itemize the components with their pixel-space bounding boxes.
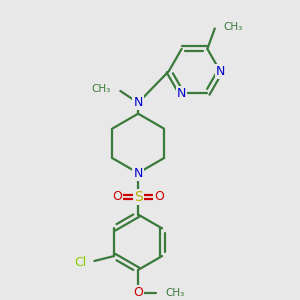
Text: S: S <box>134 190 142 204</box>
Text: N: N <box>177 87 186 100</box>
Text: N: N <box>215 65 225 78</box>
Text: CH₃: CH₃ <box>91 84 110 94</box>
Text: O: O <box>112 190 122 203</box>
Text: O: O <box>133 286 143 299</box>
Text: N: N <box>134 167 143 179</box>
Text: CH₃: CH₃ <box>224 22 243 32</box>
Text: O: O <box>154 190 164 203</box>
Text: N: N <box>134 96 143 109</box>
Text: CH₃: CH₃ <box>166 288 185 298</box>
Text: Cl: Cl <box>74 256 86 269</box>
